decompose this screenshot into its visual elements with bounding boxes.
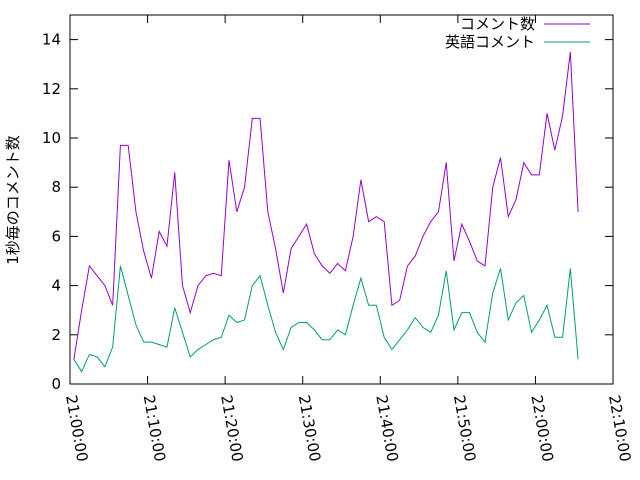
y-axis-label: 1秒毎のコメント数 (4, 135, 22, 265)
x-tick-label: 22:00:00 (527, 394, 556, 463)
x-tick-label: 21:50:00 (450, 394, 479, 463)
legend-label: コメント数 (460, 15, 535, 33)
x-tick-label: 21:10:00 (140, 394, 169, 463)
x-tick-label: 21:30:00 (295, 394, 324, 463)
y-tick-label: 4 (51, 277, 61, 295)
series-line (73, 51, 579, 360)
y-tick-label: 2 (51, 326, 61, 344)
x-tick-label: 22:10:00 (605, 394, 634, 463)
plot-border (69, 14, 614, 385)
series-line (73, 265, 579, 373)
y-tick-label: 14 (42, 31, 61, 49)
x-tick-label: 21:20:00 (217, 394, 246, 463)
y-tick-label: 10 (42, 129, 61, 147)
x-tick-label: 21:00:00 (62, 394, 91, 463)
y-tick-label: 8 (51, 178, 61, 196)
y-tick-label: 0 (51, 375, 61, 393)
x-tick-label: 21:40:00 (372, 394, 401, 463)
legend-label: 英語コメント (445, 33, 535, 51)
y-tick-label: 12 (42, 80, 61, 98)
y-tick-label: 6 (51, 227, 61, 245)
